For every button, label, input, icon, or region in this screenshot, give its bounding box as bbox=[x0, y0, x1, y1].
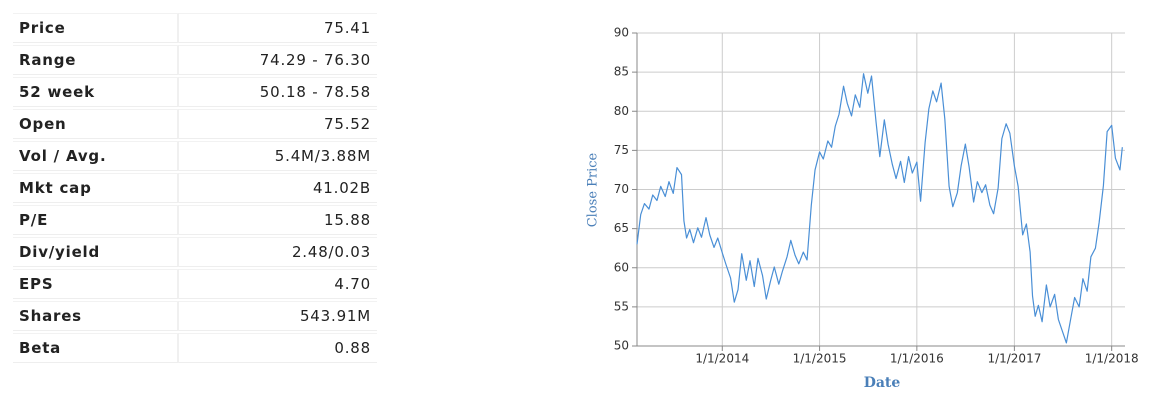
y-tick-label: 65 bbox=[614, 221, 629, 235]
x-tick-label: 1/1/2018 bbox=[1085, 352, 1139, 366]
stat-label: P/E bbox=[13, 205, 179, 235]
table-row: Open 75.52 bbox=[13, 109, 377, 139]
stat-label: Shares bbox=[13, 301, 179, 331]
y-axis-label: Close Price bbox=[586, 152, 601, 227]
stat-label: Range bbox=[13, 45, 179, 75]
stat-label: Beta bbox=[13, 333, 179, 363]
y-tick-label: 90 bbox=[614, 26, 629, 40]
price-line bbox=[636, 73, 1123, 344]
x-tick-label: 1/1/2017 bbox=[987, 352, 1041, 366]
table-row: Range 74.29 - 76.30 bbox=[13, 45, 377, 75]
stat-value: 75.41 bbox=[179, 13, 377, 43]
y-tick-label: 85 bbox=[614, 65, 629, 79]
stat-value: 2.48/0.03 bbox=[179, 237, 377, 267]
stat-value: 0.88 bbox=[179, 333, 377, 363]
stat-label: 52 week bbox=[13, 77, 179, 107]
table-row: Mkt cap 41.02B bbox=[13, 173, 377, 203]
table-row: 52 week 50.18 - 78.58 bbox=[13, 77, 377, 107]
stat-value: 74.29 - 76.30 bbox=[179, 45, 377, 75]
table-row: P/E 15.88 bbox=[13, 205, 377, 235]
stat-label: EPS bbox=[13, 269, 179, 299]
stats-table: Price 75.41 Range 74.29 - 76.30 52 week 50.18… bbox=[13, 11, 377, 365]
stat-value: 5.4M/3.88M bbox=[179, 141, 377, 171]
x-axis-label: Date bbox=[864, 375, 901, 391]
y-tick-label: 80 bbox=[614, 104, 629, 118]
stat-value: 543.91M bbox=[179, 301, 377, 331]
table-row: Shares 543.91M bbox=[13, 301, 377, 331]
y-tick-label: 55 bbox=[614, 299, 629, 313]
stat-value: 41.02B bbox=[179, 173, 377, 203]
table-row: Div/yield 2.48/0.03 bbox=[13, 237, 377, 267]
x-tick-label: 1/1/2015 bbox=[793, 352, 847, 366]
y-tick-label: 70 bbox=[614, 182, 629, 196]
stat-label: Vol / Avg. bbox=[13, 141, 179, 171]
table-row: EPS 4.70 bbox=[13, 269, 377, 299]
y-tick-label: 60 bbox=[614, 260, 629, 274]
stat-value: 75.52 bbox=[179, 109, 377, 139]
stat-label: Open bbox=[13, 109, 179, 139]
stat-value: 15.88 bbox=[179, 205, 377, 235]
table-row: Beta 0.88 bbox=[13, 333, 377, 363]
stat-label: Div/yield bbox=[13, 237, 179, 267]
table-row: Price 75.41 bbox=[13, 13, 377, 43]
stat-label: Mkt cap bbox=[13, 173, 179, 203]
stat-value: 4.70 bbox=[179, 269, 377, 299]
x-tick-label: 1/1/2016 bbox=[890, 352, 944, 366]
y-tick-label: 50 bbox=[614, 339, 629, 353]
stat-value: 50.18 - 78.58 bbox=[179, 77, 377, 107]
x-tick-label: 1/1/2014 bbox=[695, 352, 749, 366]
stat-label: Price bbox=[13, 13, 179, 43]
table-row: Vol / Avg. 5.4M/3.88M bbox=[13, 141, 377, 171]
y-tick-label: 75 bbox=[614, 143, 629, 157]
